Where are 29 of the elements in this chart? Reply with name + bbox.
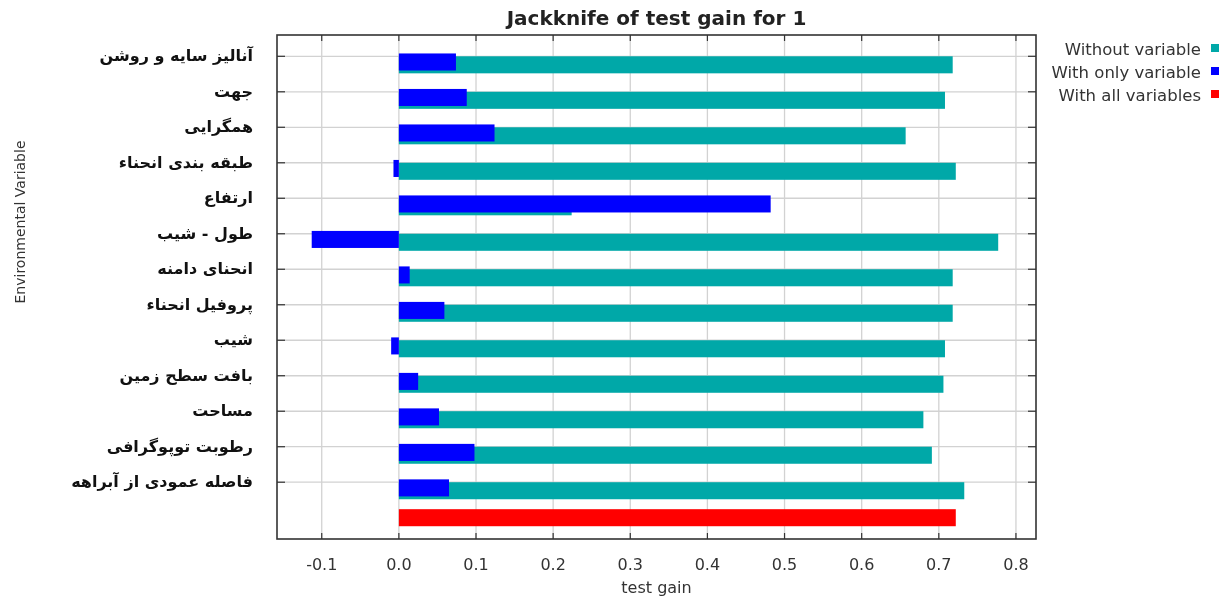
y-tick-label: انحنای دامنه	[157, 259, 253, 279]
x-axis-title: test gain	[621, 578, 692, 597]
y-tick-label: ارتفاع	[203, 188, 253, 208]
y-tick-label: مساحت	[192, 401, 253, 421]
y-tick-label: جهت	[213, 81, 253, 101]
x-tick-label: 0.0	[386, 555, 412, 574]
x-tick-label: 0.3	[617, 555, 643, 574]
x-tick-label: 0.5	[771, 555, 798, 574]
x-tick-label: 0.1	[463, 555, 489, 574]
x-tick-label: 0.4	[694, 555, 721, 574]
x-tick-label: 0.7	[926, 555, 952, 574]
y-tick-label: پروفیل انحناء	[146, 294, 253, 315]
y-axis-title: Environmental Variable	[12, 140, 28, 304]
y-tick-label: آنالیز سایه و روشن	[99, 45, 254, 66]
y-tick-label: رطوبت توپوگرافی	[106, 436, 253, 457]
legend-label: With all variables	[1058, 86, 1201, 105]
y-tick-label: طول - شیب	[157, 223, 253, 243]
legend-label: With only variable	[1051, 63, 1201, 82]
chart-title: Jackknife of test gain for 1	[504, 6, 807, 30]
x-tick-label: 0.8	[1003, 555, 1029, 574]
x-tick-label: -0.1	[306, 555, 338, 574]
y-tick-label: بافت سطح زمین	[119, 365, 253, 385]
x-tick-label: 0.6	[848, 555, 875, 574]
y-tick-label: طبقه بندی انحناء	[118, 152, 253, 172]
x-tick-label: 0.2	[540, 555, 566, 574]
y-tick-label: فاصله عمودی از آبراهه	[71, 471, 253, 492]
y-tick-label: همگرایی	[184, 117, 253, 137]
y-tick-label: شیب	[213, 330, 253, 350]
legend-label: Without variable	[1064, 40, 1201, 59]
